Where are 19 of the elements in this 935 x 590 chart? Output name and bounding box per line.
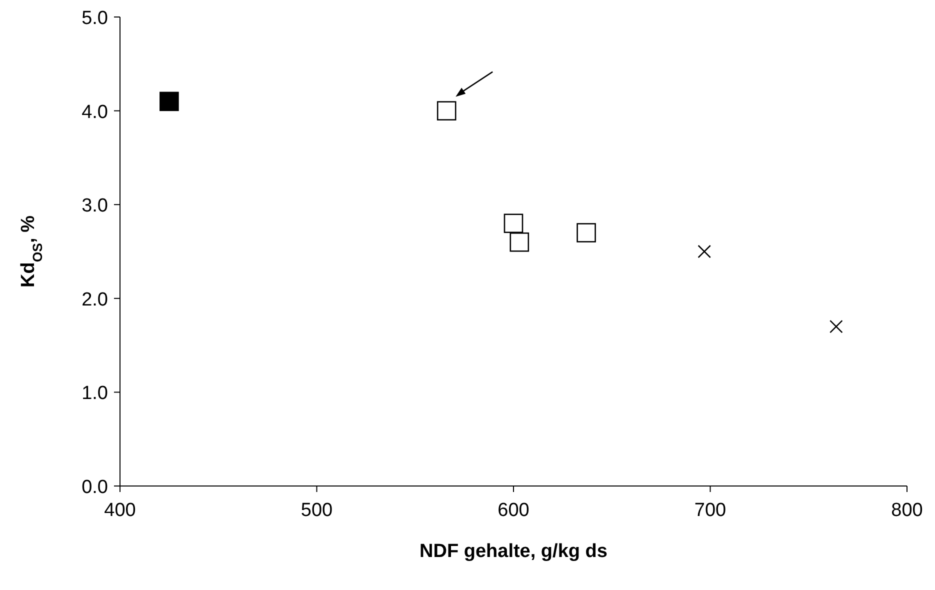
x-tick-label: 400 <box>104 500 136 521</box>
y-tick-label: 2.0 <box>82 289 108 310</box>
y-tick-label: 3.0 <box>82 196 108 217</box>
x-tick-label: 600 <box>498 500 530 521</box>
y-tick-label: 0.0 <box>82 477 108 498</box>
point <box>698 244 711 258</box>
point <box>160 92 179 112</box>
point <box>504 214 524 234</box>
x-tick-label: 700 <box>694 500 726 521</box>
y-tick-label: 1.0 <box>82 383 108 404</box>
y-tick-label: 5.0 <box>82 8 108 29</box>
x-tick-label: 800 <box>891 500 923 521</box>
x-axis-title: NDF gehalte, g/kg ds <box>420 541 608 562</box>
point <box>830 320 843 334</box>
y-tick-label: 4.0 <box>82 102 108 123</box>
point <box>510 232 530 252</box>
x-tick-label: 500 <box>300 500 333 521</box>
point <box>576 223 596 242</box>
point <box>436 101 456 120</box>
